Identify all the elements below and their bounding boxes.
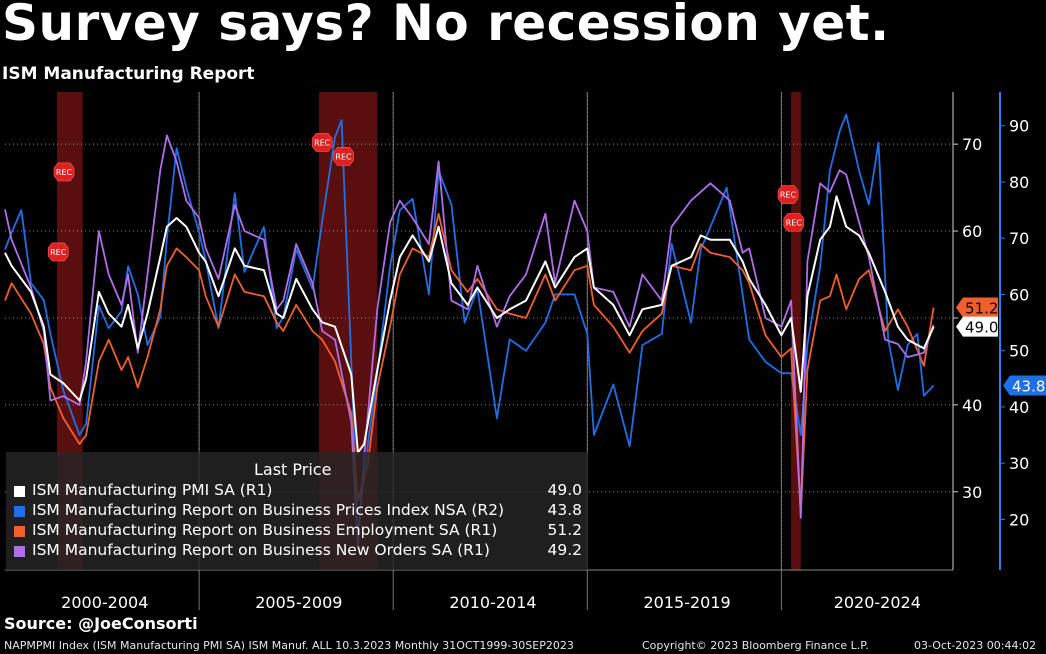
rec-marker-label: REC — [56, 168, 73, 177]
legend-header: Last Price — [254, 460, 332, 479]
rec-marker — [783, 213, 805, 232]
x-tick-label: 2010-2014 — [449, 593, 536, 612]
rec-marker-label: REC — [780, 191, 797, 200]
new-orders-series-line — [4, 134, 935, 550]
legend-item-employment: ISM Manufacturing Report on Business Emp… — [12, 521, 584, 541]
chart-legend: Last Price ISM Manufacturing PMI SA (R1)… — [6, 452, 588, 570]
rec-marker — [777, 185, 799, 204]
right-axis-2-label: 20 — [1009, 510, 1029, 529]
right-axis-1-label: 70 — [962, 135, 982, 154]
x-tick-label: 2020-2024 — [834, 593, 921, 612]
rec-marker — [311, 133, 333, 152]
x-tick-label: 2015-2019 — [643, 593, 730, 612]
last-price-tag-employment — [956, 297, 998, 318]
employment-series-line — [4, 212, 935, 515]
legend-item-prices: ISM Manufacturing Report on Business Pri… — [12, 501, 584, 521]
legend-value: 43.8 — [547, 501, 582, 519]
footer-copyright: Copyright© 2023 Bloomberg Finance L.P. — [642, 639, 869, 652]
footer-meta: NAPMPMI Index (ISM Manufacturing PMI SA)… — [4, 639, 574, 652]
footer-timestamp: 03-Oct-2023 00:44:02 — [914, 639, 1037, 652]
right-axis-1-label: 30 — [962, 483, 982, 502]
last-price-tag-employment-text: 51.2 — [965, 300, 998, 318]
legend-label: ISM Manufacturing Report on Business New… — [32, 541, 490, 559]
right-axis-2-label: 60 — [1009, 285, 1029, 304]
legend-label: ISM Manufacturing Report on Business Pri… — [32, 501, 505, 519]
rec-marker — [53, 162, 75, 182]
right-axis-2-label: 90 — [1009, 117, 1029, 136]
page-title: Survey says? No recession yet. — [2, 0, 890, 52]
right-axis-1-label: 60 — [962, 222, 982, 241]
x-tick-label: 2000-2004 — [61, 593, 148, 612]
legend-swatch — [14, 526, 25, 537]
rec-marker-label: REC — [786, 218, 803, 227]
legend-item-pmi: ISM Manufacturing PMI SA (R1) 49.0 — [12, 481, 584, 501]
rec-marker — [333, 147, 354, 166]
right-axis-2-label: 30 — [1009, 454, 1029, 473]
legend-swatch — [14, 546, 25, 557]
recession-band — [791, 92, 801, 570]
right-axis-2-label: 80 — [1009, 173, 1029, 192]
last-price-tag-prices — [1003, 375, 1046, 396]
right-axis-2-label: 70 — [1009, 229, 1029, 248]
rec-marker — [47, 242, 69, 262]
rec-marker-label: REC — [314, 138, 331, 147]
legend-swatch — [14, 506, 25, 517]
right-axis-2-label: 50 — [1009, 342, 1029, 361]
legend-label: ISM Manufacturing PMI SA (R1) — [32, 481, 273, 499]
legend-value: 49.2 — [547, 541, 582, 559]
legend-item-new-orders: ISM Manufacturing Report on Business New… — [12, 541, 584, 561]
pmi-series-line — [4, 195, 935, 454]
rec-marker-label: REC — [50, 248, 67, 257]
legend-value: 51.2 — [547, 521, 582, 539]
x-tick-label: 2005-2009 — [255, 593, 342, 612]
last-price-tag-prices-text: 43.8 — [1012, 378, 1045, 396]
source-credit: Source: @JoeConsorti — [4, 614, 198, 633]
chart-subtitle: ISM Manufacturing Report — [2, 64, 255, 84]
rec-marker-label: REC — [335, 152, 352, 161]
legend-value: 49.0 — [547, 481, 582, 499]
right-axis-2-label: 40 — [1009, 398, 1029, 417]
legend-label: ISM Manufacturing Report on Business Emp… — [32, 521, 498, 539]
last-price-tag-pmi — [956, 316, 998, 337]
right-axis-1-label: 40 — [962, 396, 982, 415]
last-price-tag-pmi-text: 49.0 — [965, 319, 998, 337]
legend-swatch — [14, 486, 25, 497]
